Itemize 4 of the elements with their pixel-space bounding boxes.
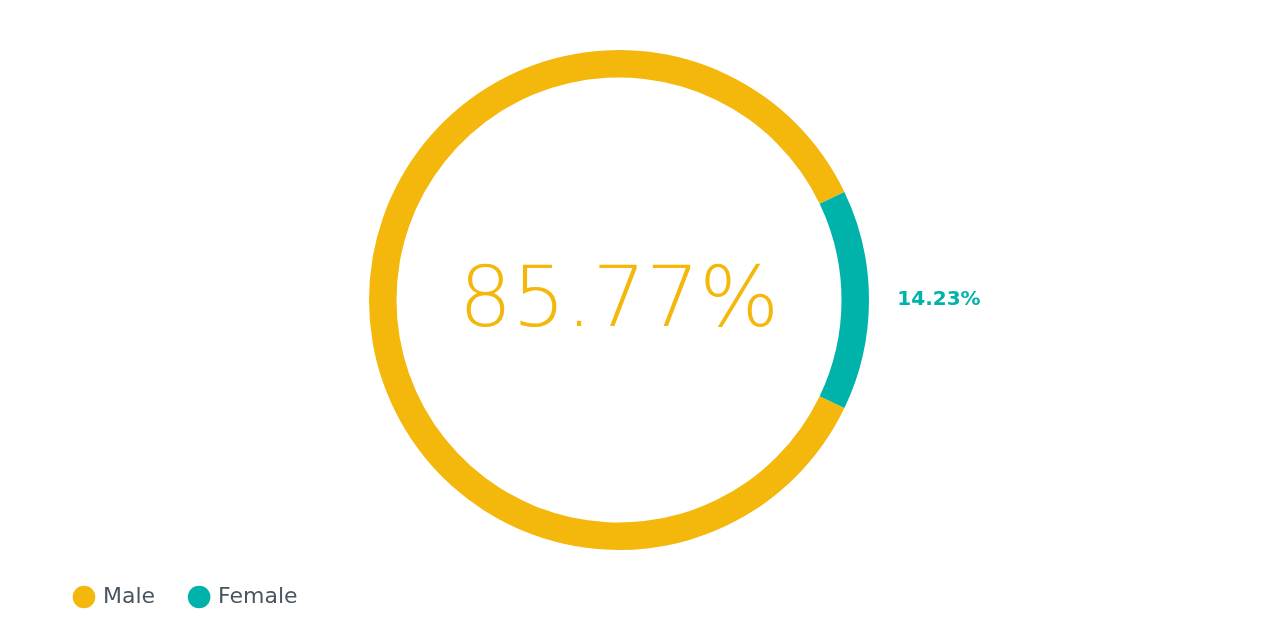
legend-label: Male [103, 582, 156, 608]
data-label: 14.23% [897, 286, 981, 311]
legend-label: Female [218, 582, 298, 608]
data-label: 85.77% [458, 247, 780, 346]
